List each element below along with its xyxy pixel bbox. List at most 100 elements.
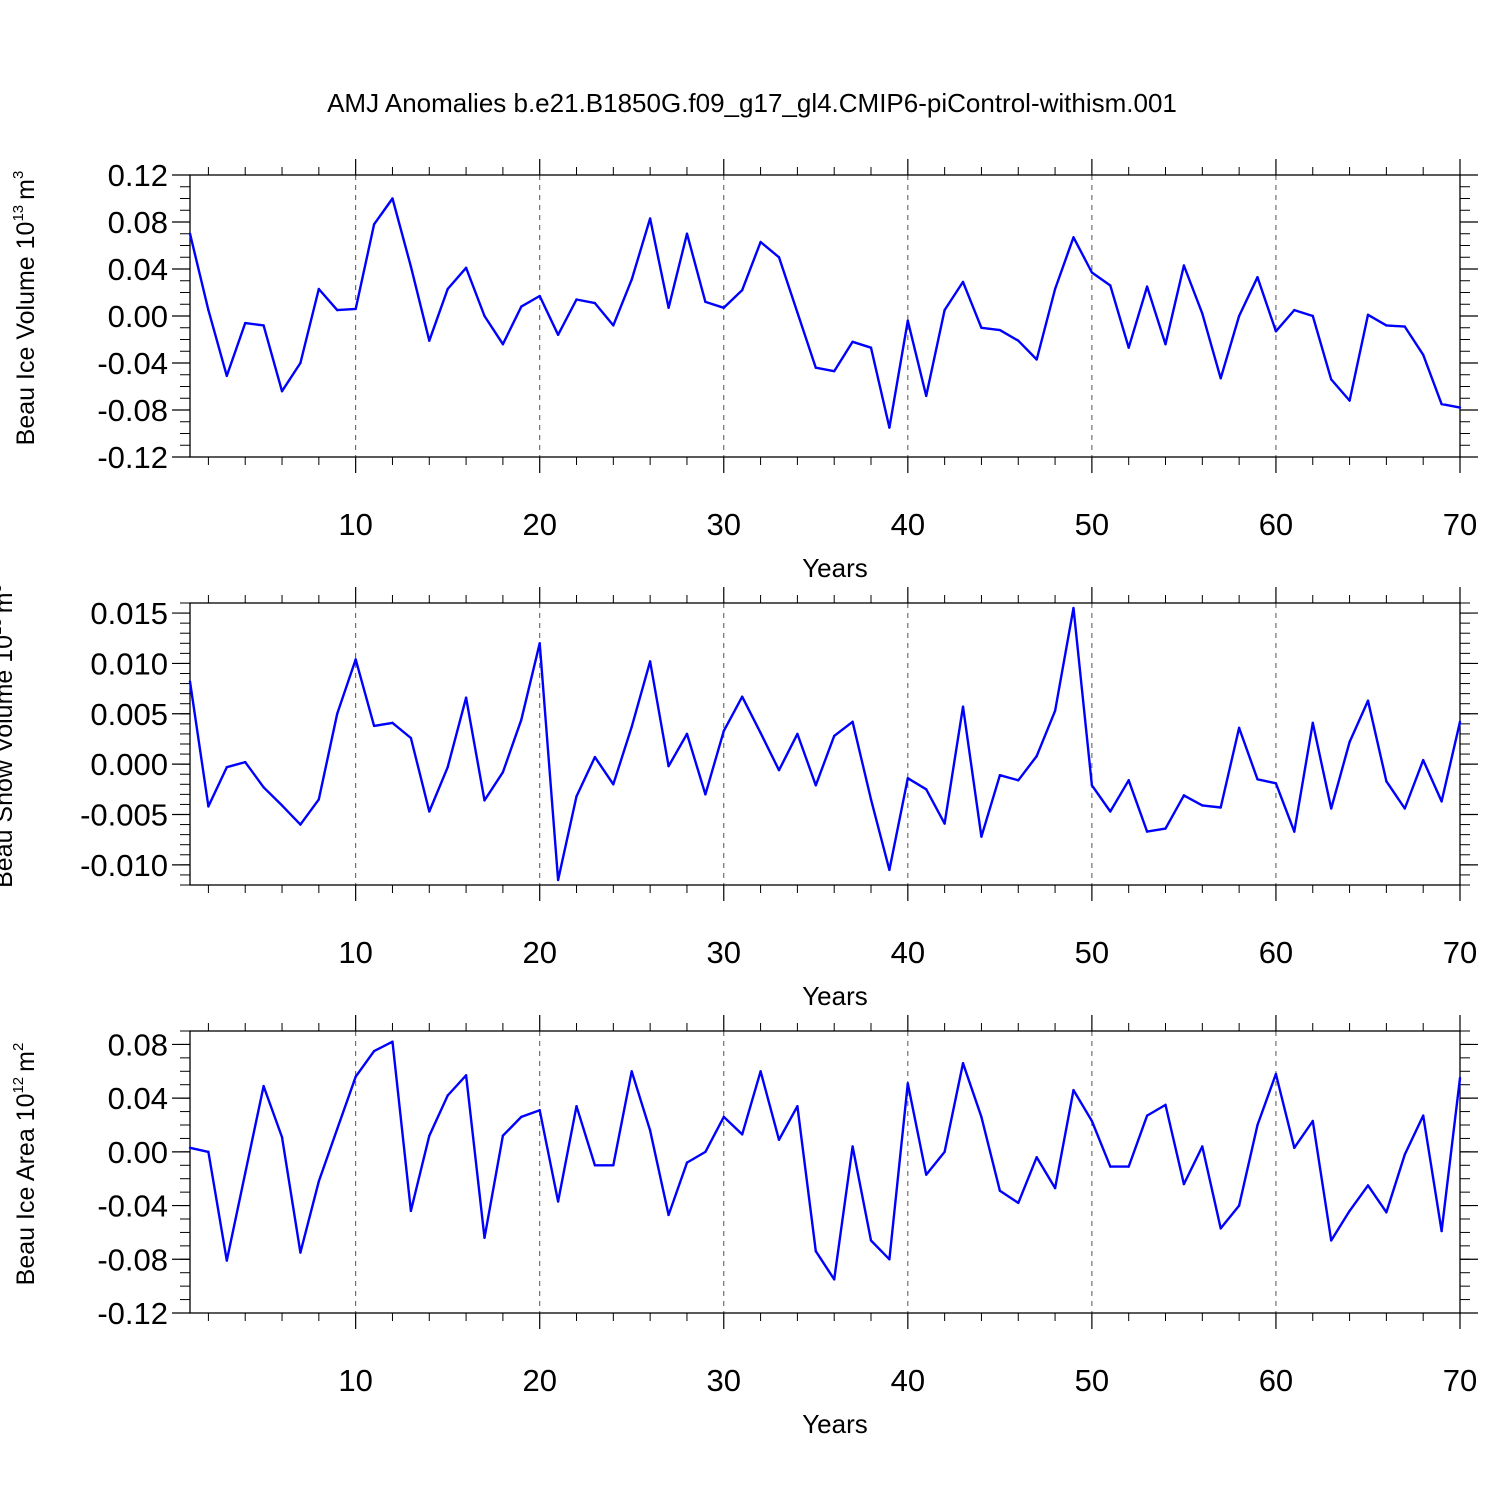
data-point [1182,1182,1186,1186]
data-point [1109,810,1112,813]
data-point [538,642,541,645]
data-point [1182,264,1186,267]
data-point [372,223,376,226]
y-tick-label: 0.000 [90,747,168,782]
data-point [943,308,946,312]
data-point [1219,1227,1222,1230]
data-point [833,370,836,373]
data-point [777,768,781,772]
data-point [280,804,284,807]
data-point [244,321,247,325]
y-tick-label: 0.015 [90,596,168,631]
data-point [538,294,541,298]
data-point [1072,236,1075,239]
x-tick-label-40: 40 [891,507,925,542]
data-point [409,736,413,740]
x-tick-label-50: 50 [1075,935,1109,970]
data-point [1293,1146,1296,1150]
data-point [1164,1103,1167,1107]
data-point [354,1075,357,1078]
data-point [1219,806,1222,809]
data-point [869,346,873,349]
data-point [925,394,928,398]
y-axis-label-exponent: 13 [0,618,5,635]
data-point [980,1115,983,1119]
data-point [225,1259,229,1262]
data-point [464,266,468,270]
data-point [943,1150,946,1154]
data-point [556,333,560,336]
data-point [1145,830,1149,833]
data-point [1145,1114,1149,1117]
data-point [1053,287,1057,291]
data-point [483,1236,486,1240]
plot-frame [189,1030,1461,1314]
data-point [796,311,799,314]
data-point [501,1134,505,1137]
data-point [648,217,652,220]
data-point [1109,284,1112,287]
y-axis-label: Beau Ice Area 1012 m2 [10,1043,40,1286]
x-tick-label-50: 50 [1075,1363,1109,1398]
data-point [961,1062,965,1065]
data-point [667,306,670,309]
data-point [280,390,284,393]
data-point [1366,699,1370,702]
data-point [612,324,615,327]
data-point [1366,313,1370,317]
y-axis-label: Beau Snow Volume 1013 m3 [0,584,18,888]
data-point [593,755,597,759]
data-point [667,1213,670,1217]
x-axis-label: Years [802,981,868,1011]
data-point [1237,1204,1241,1207]
data-point [428,1134,431,1137]
data-point [961,280,965,284]
y-tick-label: -0.08 [97,1242,168,1277]
data-point [188,232,192,235]
plot-frame [189,602,1461,886]
data-point [372,724,376,728]
data-point [869,798,873,801]
data-point [207,1150,210,1154]
data-point [740,288,744,292]
data-point [1017,1201,1020,1205]
x-tick-label-70: 70 [1443,507,1477,542]
data-point [409,1209,413,1213]
data-point [446,765,449,769]
data-point [336,308,339,312]
y-tick-label: 0.04 [108,1081,168,1116]
data-point [1385,324,1388,327]
x-axis-label: Years [802,1409,868,1439]
data-point [1109,1165,1112,1168]
data-point [1237,726,1241,730]
data-point [814,1250,817,1253]
data-point [704,1150,707,1154]
data-point [851,720,854,724]
data-point [630,1070,633,1073]
x-tick-label-20: 20 [522,935,556,970]
data-point [869,1239,873,1242]
data-point [1329,1239,1333,1242]
data-point [336,712,339,715]
data-point [299,823,302,826]
data-point [244,760,247,764]
y-tick-label: 0.00 [108,299,168,334]
data-point [428,810,431,813]
data-point [538,1109,541,1112]
data-point [1385,1211,1388,1214]
data-point [925,788,928,791]
data-point [1127,1165,1130,1168]
data-point [556,878,560,882]
data-point [630,725,633,729]
x-tick-label-30: 30 [707,1363,741,1398]
data-point [464,696,468,699]
data-point [1219,377,1222,380]
data-point [814,366,817,369]
x-tick-label-30: 30 [707,507,741,542]
data-point [1090,1119,1094,1123]
x-tick-label-10: 10 [338,935,372,970]
x-tick-label-20: 20 [522,507,556,542]
x-tick-label-60: 60 [1259,507,1293,542]
data-point [299,361,302,365]
data-point [998,774,1002,777]
